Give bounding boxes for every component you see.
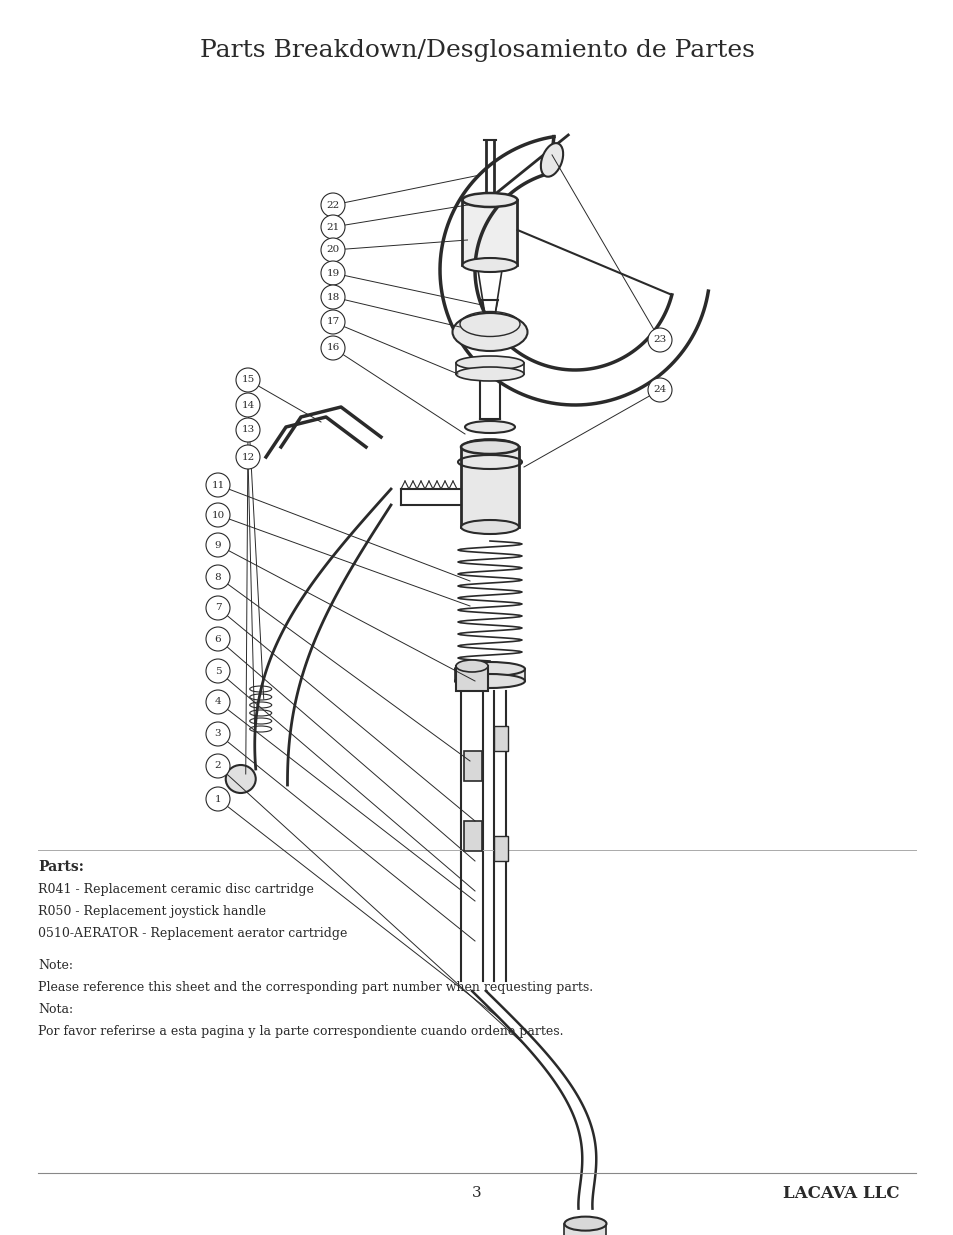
Text: 24: 24 xyxy=(653,385,666,394)
Bar xyxy=(494,836,507,861)
Ellipse shape xyxy=(462,258,517,272)
Text: 5: 5 xyxy=(214,667,221,676)
Ellipse shape xyxy=(540,143,562,177)
Circle shape xyxy=(647,378,671,403)
Text: 20: 20 xyxy=(326,246,339,254)
Text: 3: 3 xyxy=(472,1186,481,1200)
Bar xyxy=(564,1224,606,1235)
Ellipse shape xyxy=(456,367,523,382)
Text: R050 - Replacement joystick handle: R050 - Replacement joystick handle xyxy=(38,905,266,918)
Circle shape xyxy=(320,193,345,217)
Text: 15: 15 xyxy=(241,375,254,384)
Ellipse shape xyxy=(455,674,524,688)
Text: R041 - Replacement ceramic disc cartridge: R041 - Replacement ceramic disc cartridg… xyxy=(38,883,314,897)
Ellipse shape xyxy=(462,193,517,207)
Text: 18: 18 xyxy=(326,293,339,301)
Bar xyxy=(463,751,481,781)
Text: 0510-AERATOR - Replacement aerator cartridge: 0510-AERATOR - Replacement aerator cartr… xyxy=(38,927,347,940)
Circle shape xyxy=(320,285,345,309)
Ellipse shape xyxy=(460,520,518,534)
Text: Note:: Note: xyxy=(38,960,73,972)
Text: 8: 8 xyxy=(214,573,221,582)
Circle shape xyxy=(320,215,345,240)
Ellipse shape xyxy=(464,438,515,451)
Bar xyxy=(455,669,524,680)
Text: 4: 4 xyxy=(214,698,221,706)
Ellipse shape xyxy=(226,764,255,793)
Circle shape xyxy=(206,534,230,557)
Circle shape xyxy=(206,503,230,527)
Circle shape xyxy=(320,238,345,262)
Circle shape xyxy=(320,310,345,333)
Circle shape xyxy=(206,787,230,811)
Circle shape xyxy=(206,597,230,620)
Ellipse shape xyxy=(460,440,518,454)
Circle shape xyxy=(235,393,260,417)
Text: 13: 13 xyxy=(241,426,254,435)
Circle shape xyxy=(206,690,230,714)
Ellipse shape xyxy=(452,312,527,351)
Circle shape xyxy=(235,445,260,469)
Circle shape xyxy=(206,564,230,589)
Text: 16: 16 xyxy=(326,343,339,352)
Ellipse shape xyxy=(455,662,524,676)
Text: 9: 9 xyxy=(214,541,221,550)
Circle shape xyxy=(206,473,230,496)
Text: Parts:: Parts: xyxy=(38,860,84,874)
Circle shape xyxy=(320,336,345,359)
Text: 22: 22 xyxy=(326,200,339,210)
Text: 7: 7 xyxy=(214,604,221,613)
Circle shape xyxy=(206,659,230,683)
Ellipse shape xyxy=(564,1216,606,1230)
Text: 14: 14 xyxy=(241,400,254,410)
Bar xyxy=(462,200,517,266)
Text: 3: 3 xyxy=(214,730,221,739)
Circle shape xyxy=(320,261,345,285)
Ellipse shape xyxy=(464,421,515,433)
Bar xyxy=(494,726,507,751)
Circle shape xyxy=(206,722,230,746)
Text: 6: 6 xyxy=(214,635,221,643)
Bar xyxy=(456,666,488,692)
Text: Please reference this sheet and the corresponding part number when requesting pa: Please reference this sheet and the corr… xyxy=(38,981,593,994)
Circle shape xyxy=(206,755,230,778)
Ellipse shape xyxy=(456,659,488,672)
Text: 2: 2 xyxy=(214,762,221,771)
Text: 23: 23 xyxy=(653,336,666,345)
Circle shape xyxy=(235,368,260,391)
Circle shape xyxy=(647,329,671,352)
Text: 19: 19 xyxy=(326,268,339,278)
Text: 10: 10 xyxy=(212,510,224,520)
Text: Parts Breakdown/Desglosamiento de Partes: Parts Breakdown/Desglosamiento de Partes xyxy=(199,38,754,62)
Text: 1: 1 xyxy=(214,794,221,804)
Text: LACAVA LLC: LACAVA LLC xyxy=(782,1184,899,1202)
Text: 11: 11 xyxy=(212,480,224,489)
Text: 21: 21 xyxy=(326,222,339,231)
Ellipse shape xyxy=(456,356,523,370)
Circle shape xyxy=(235,417,260,442)
Circle shape xyxy=(206,627,230,651)
Bar xyxy=(463,821,481,851)
Text: 17: 17 xyxy=(326,317,339,326)
Text: Nota:: Nota: xyxy=(38,1003,73,1016)
Bar xyxy=(460,447,518,527)
Text: 12: 12 xyxy=(241,452,254,462)
Text: Por favor referirse a esta pagina y la parte correspondiente cuando ordene parte: Por favor referirse a esta pagina y la p… xyxy=(38,1025,563,1037)
